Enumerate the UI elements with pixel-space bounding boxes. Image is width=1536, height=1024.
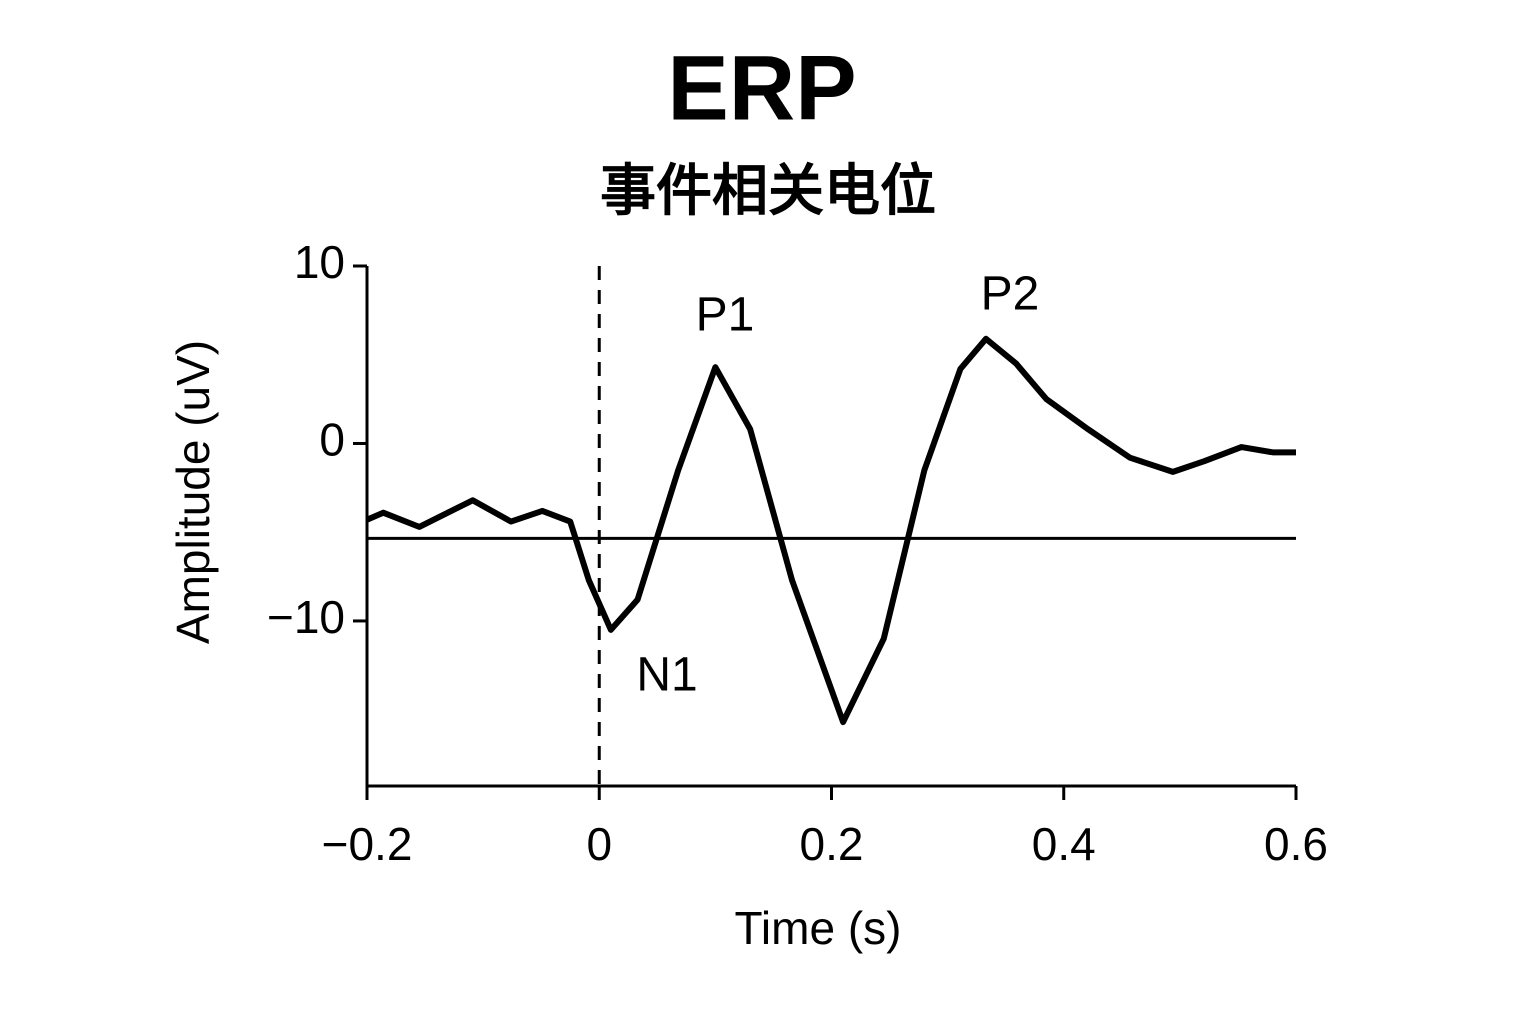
peak-label: N1 [636, 649, 697, 702]
peak-label: P1 [696, 289, 755, 342]
y-tick-label: −10 [267, 591, 345, 643]
x-tick-label: 0 [586, 818, 612, 870]
y-tick-label: 10 [294, 236, 345, 288]
erp-line [365, 335, 1296, 726]
x-tick-label: 0.6 [1264, 818, 1328, 870]
x-tick-label: 0.2 [800, 818, 864, 870]
y-tick-label: 0 [319, 414, 345, 466]
x-tick-label: −0.2 [322, 818, 413, 870]
chart-subtitle: 事件相关电位 [600, 159, 936, 222]
x-tick-label: 0.4 [1032, 818, 1096, 870]
y-axis-label: Amplitude (uV) [167, 340, 219, 644]
peak-label: P2 [981, 268, 1040, 321]
chart-title: ERP [667, 37, 856, 139]
x-axis-label: Time (s) [735, 902, 902, 954]
